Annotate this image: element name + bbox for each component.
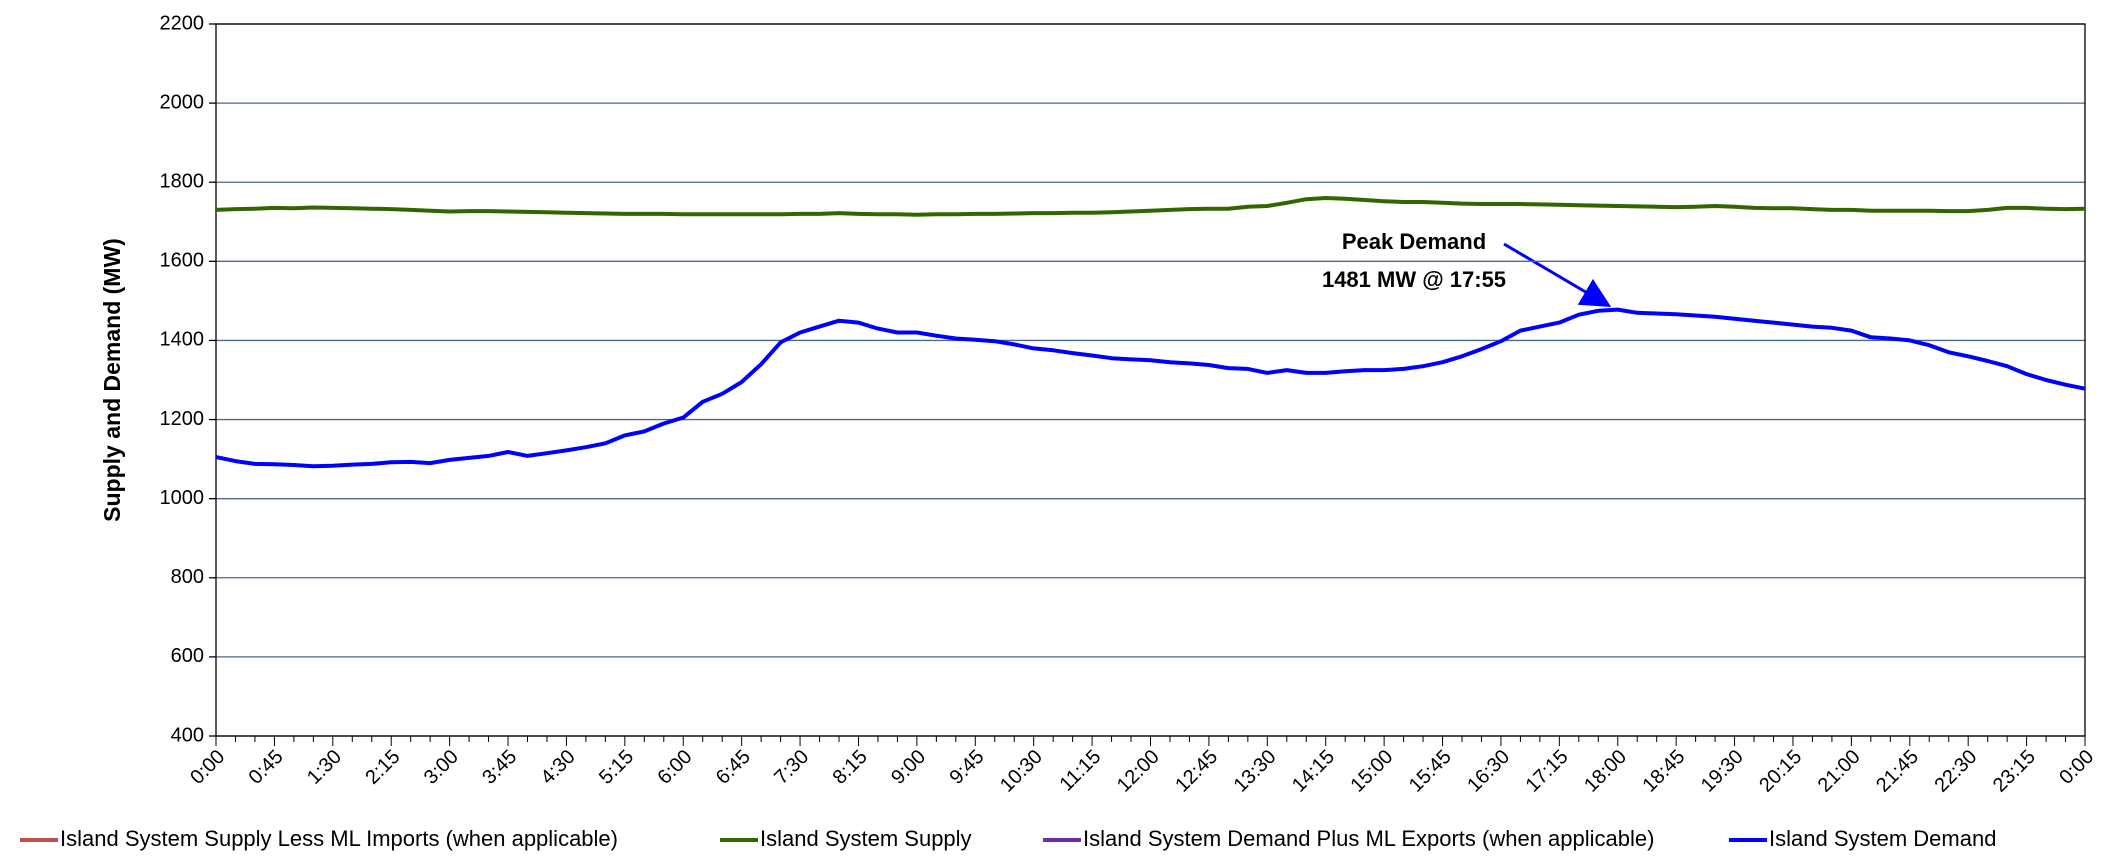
y-tick-label: 1600 bbox=[160, 250, 205, 272]
legend: Island System Supply Less ML Imports (wh… bbox=[20, 826, 1996, 851]
x-tick-label: 6:45 bbox=[712, 746, 755, 789]
x-tick-label: 12:00 bbox=[1113, 746, 1164, 797]
x-tick-label: 13:30 bbox=[1230, 746, 1281, 797]
x-tick-label: 0:00 bbox=[186, 746, 229, 789]
x-tick-label: 6:00 bbox=[653, 746, 696, 789]
x-tick-label: 9:00 bbox=[887, 746, 930, 789]
x-tick-label: 14:15 bbox=[1288, 746, 1339, 797]
series-line bbox=[215, 196, 2086, 217]
x-tick-label: 21:45 bbox=[1872, 746, 1923, 797]
x-tick-label: 19:30 bbox=[1697, 746, 1748, 797]
x-tick-label: 9:45 bbox=[945, 746, 988, 789]
x-tick-label: 23:15 bbox=[1989, 746, 2040, 797]
plot-border bbox=[215, 23, 2086, 737]
x-tick-label: 3:45 bbox=[478, 746, 521, 789]
y-tick-label: 2000 bbox=[160, 91, 205, 113]
x-tick-label: 16:30 bbox=[1463, 746, 1514, 797]
legend-label: Island System Demand Plus ML Exports (wh… bbox=[1083, 826, 1654, 851]
legend-label: Island System Supply Less ML Imports (wh… bbox=[60, 826, 618, 851]
x-tick-label: 15:45 bbox=[1405, 746, 1456, 797]
y-tick-label: 1400 bbox=[160, 329, 205, 351]
x-tick-label: 7:30 bbox=[770, 746, 813, 789]
annotation: 1481 MW @ 17:55 bbox=[1322, 267, 1506, 292]
x-tick-label: 17:15 bbox=[1522, 746, 1573, 797]
x-tick-label: 5:15 bbox=[595, 746, 638, 789]
annotation: Peak Demand bbox=[1342, 229, 1486, 254]
y-tick-label: 400 bbox=[171, 724, 204, 746]
y-tick-label: 600 bbox=[171, 645, 204, 667]
x-tick-label: 18:45 bbox=[1638, 746, 1689, 797]
annotation-arrow bbox=[1503, 242, 1612, 308]
x-tick-label: 2:15 bbox=[361, 746, 404, 789]
y-tick-label: 2200 bbox=[160, 12, 205, 34]
y-axis-title: Supply and Demand (MW) bbox=[99, 238, 125, 522]
x-tick-label: 3:00 bbox=[420, 746, 463, 789]
x-tick-label: 20:15 bbox=[1755, 746, 1806, 797]
y-tick-label: 800 bbox=[171, 566, 204, 588]
x-tick-label: 10:30 bbox=[996, 746, 1047, 797]
x-tick-label: 1:30 bbox=[303, 746, 346, 789]
legend-label: Island System Demand bbox=[1769, 826, 1996, 851]
x-tick-label: 8:15 bbox=[829, 746, 872, 789]
y-tick-label: 1200 bbox=[160, 408, 205, 430]
y-tick-label: 1000 bbox=[160, 487, 205, 509]
x-tick-label: 4:30 bbox=[537, 746, 580, 789]
x-tick-label: 0:45 bbox=[245, 746, 288, 789]
x-tick-label: 0:00 bbox=[2055, 746, 2098, 789]
x-tick-label: 18:00 bbox=[1580, 746, 1631, 797]
x-tick-label: 12:45 bbox=[1171, 746, 1222, 797]
y-tick-label: 1800 bbox=[160, 171, 205, 193]
x-tick-label: 11:15 bbox=[1055, 746, 1105, 796]
x-tick-label: 15:00 bbox=[1346, 746, 1397, 797]
series-line bbox=[215, 307, 2086, 469]
x-tick-label: 21:00 bbox=[1814, 746, 1865, 797]
x-tick-label: 22:30 bbox=[1931, 746, 1982, 797]
legend-label: Island System Supply bbox=[760, 826, 972, 851]
